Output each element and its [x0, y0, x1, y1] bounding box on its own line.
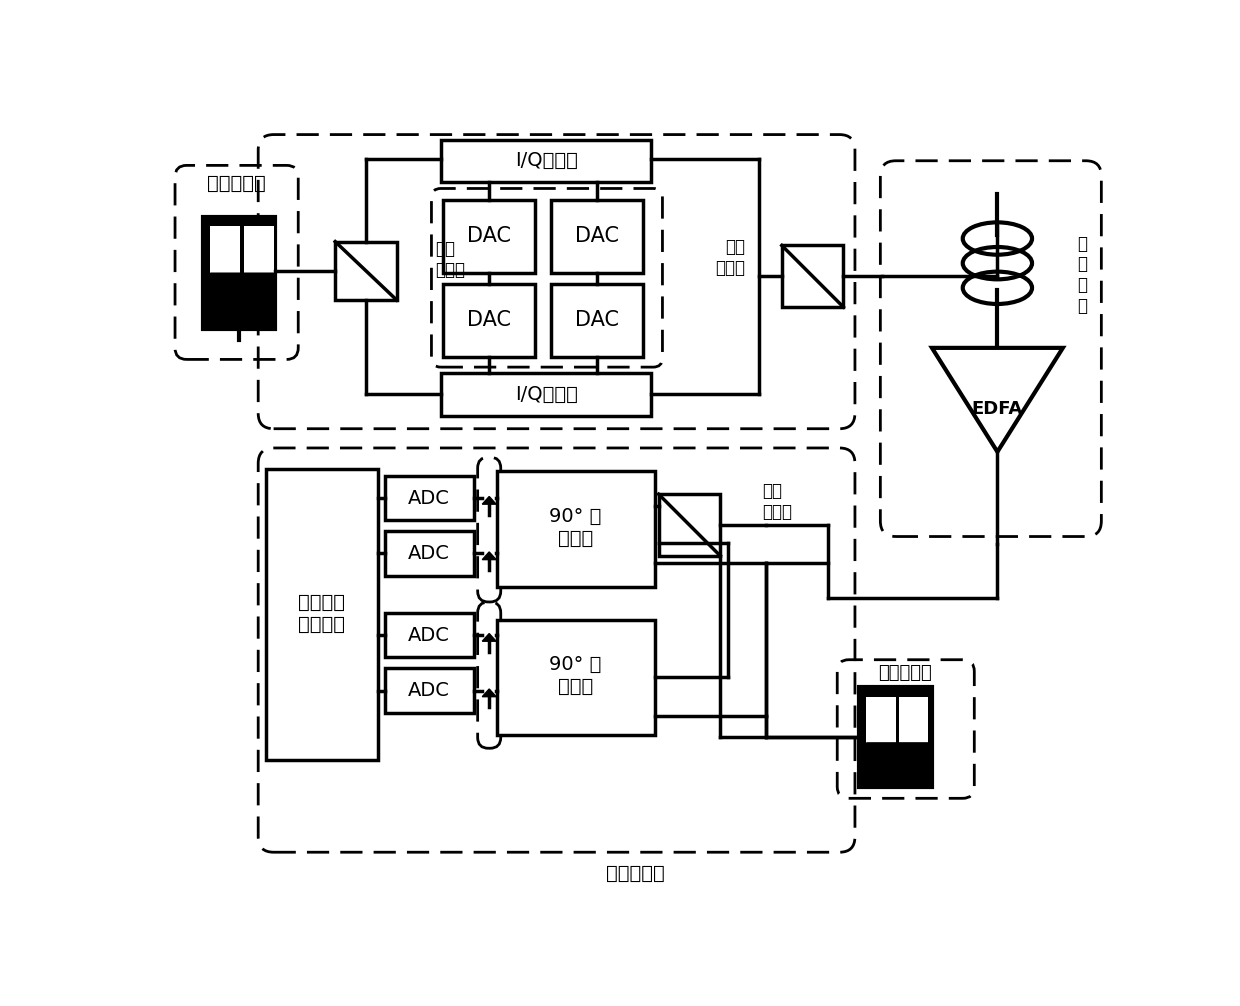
- Text: DAC: DAC: [467, 226, 511, 246]
- Text: DAC: DAC: [575, 310, 619, 330]
- Text: 接收激光器: 接收激光器: [878, 664, 932, 682]
- Text: 偏振
合束器: 偏振 合束器: [714, 238, 745, 278]
- Polygon shape: [867, 742, 928, 782]
- Bar: [658, 494, 720, 555]
- Text: 90° 光
混频器: 90° 光 混频器: [549, 655, 601, 695]
- Bar: [443, 200, 536, 274]
- Text: 偏振
分束器: 偏振 分束器: [763, 483, 792, 521]
- Polygon shape: [482, 689, 496, 697]
- Text: I/Q调制器: I/Q调制器: [515, 384, 578, 403]
- Bar: [386, 476, 474, 520]
- Bar: [859, 687, 932, 787]
- Bar: [867, 697, 895, 742]
- Text: ADC: ADC: [408, 626, 450, 645]
- Polygon shape: [482, 497, 496, 504]
- Text: 90° 光
混频器: 90° 光 混频器: [549, 507, 601, 548]
- Bar: [443, 284, 536, 357]
- Text: 数字信号
处理芯片: 数字信号 处理芯片: [298, 593, 345, 634]
- Text: DAC: DAC: [467, 310, 511, 330]
- Bar: [386, 668, 474, 713]
- Text: ADC: ADC: [408, 544, 450, 563]
- Polygon shape: [482, 634, 496, 641]
- Bar: [335, 241, 397, 300]
- Text: ADC: ADC: [408, 681, 450, 700]
- Text: DAC: DAC: [575, 226, 619, 246]
- Bar: [386, 531, 474, 575]
- Bar: [441, 140, 651, 182]
- Bar: [244, 226, 274, 274]
- Bar: [497, 471, 655, 586]
- Text: 平衡探测器: 平衡探测器: [606, 864, 665, 883]
- Text: EDFA: EDFA: [972, 400, 1023, 418]
- Bar: [781, 245, 843, 307]
- Bar: [551, 284, 644, 357]
- Bar: [203, 217, 275, 329]
- Text: 传
输
光
纤: 传 输 光 纤: [1078, 234, 1087, 315]
- Bar: [551, 200, 644, 274]
- Polygon shape: [482, 552, 496, 559]
- Bar: [265, 469, 377, 760]
- Bar: [899, 697, 928, 742]
- Bar: [211, 226, 239, 274]
- Bar: [441, 373, 651, 415]
- Bar: [386, 613, 474, 657]
- Text: 发射激光器: 发射激光器: [207, 174, 267, 193]
- Text: I/Q调制器: I/Q调制器: [515, 151, 578, 170]
- Text: 偏振
分束器: 偏振 分束器: [435, 239, 465, 279]
- Polygon shape: [211, 274, 274, 323]
- Polygon shape: [932, 348, 1063, 452]
- Text: ADC: ADC: [408, 489, 450, 507]
- Bar: [497, 620, 655, 735]
